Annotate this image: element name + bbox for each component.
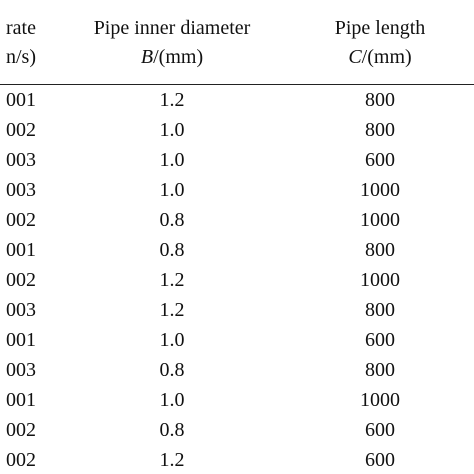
table-cell: 001 <box>6 330 36 350</box>
cell-text: 001 <box>6 89 36 111</box>
table-cell: 600 <box>365 420 395 440</box>
table-cell: 001 <box>6 90 36 110</box>
cell-text: 003 <box>6 149 36 171</box>
table-cell: 1000 <box>360 390 400 410</box>
cell-text: 0.8 <box>159 209 185 231</box>
cell-text: 1.2 <box>159 299 185 321</box>
cell-text: 001 <box>6 389 36 411</box>
table-cell: 003 <box>6 300 36 320</box>
table-cell: 0.8 <box>160 240 185 260</box>
table-cell: 003 <box>6 360 36 380</box>
cell-text: 002 <box>6 119 36 141</box>
table-cell: 600 <box>365 150 395 170</box>
table-cell: 1.2 <box>160 450 185 470</box>
table-cell: 002 <box>6 420 36 440</box>
cell-text: 1000 <box>360 209 400 231</box>
table-cell: 1.2 <box>160 90 185 110</box>
cell-text: 1000 <box>360 269 400 291</box>
table-cell: 001 <box>6 240 36 260</box>
table-cell: 003 <box>6 180 36 200</box>
cell-text: 1.2 <box>159 449 185 471</box>
table-cell: 1000 <box>360 180 400 200</box>
header-line: Pipe inner diameter <box>94 18 251 38</box>
header-rule <box>0 84 474 85</box>
cell-text: 003 <box>6 299 36 321</box>
cell-text: 1000 <box>360 389 400 411</box>
cell-text: 002 <box>6 449 36 471</box>
cell-text: 001 <box>6 239 36 261</box>
table-cell: 600 <box>365 330 395 350</box>
table-cell: 0.8 <box>160 210 185 230</box>
table-cell: 003 <box>6 150 36 170</box>
header-text: Pipe length <box>334 17 426 39</box>
table-cell: 1000 <box>360 210 400 230</box>
cell-text: 800 <box>365 299 395 321</box>
cell-text: 0.8 <box>159 419 185 441</box>
table-cell: 1.2 <box>160 300 185 320</box>
table-cell: 1000 <box>360 270 400 290</box>
cell-text: 1.0 <box>159 149 185 171</box>
table-cell: 001 <box>6 390 36 410</box>
cell-text: 600 <box>365 149 395 171</box>
cell-text: 002 <box>6 209 36 231</box>
table-cell: 0.8 <box>160 360 185 380</box>
cell-text: 001 <box>6 329 36 351</box>
cell-text: 1.2 <box>159 89 185 111</box>
table-cell: 1.2 <box>160 270 185 290</box>
table-cell: 0.8 <box>160 420 185 440</box>
cell-text: 1.2 <box>159 269 185 291</box>
cell-text: 600 <box>365 449 395 471</box>
header-line: C/(mm) <box>348 47 411 67</box>
header-text: rate <box>6 17 36 39</box>
header-symbol: C <box>348 46 362 68</box>
table-cell: 600 <box>365 450 395 470</box>
header-text: Pipe inner diameter <box>93 17 251 39</box>
table-cell: 1.0 <box>160 180 185 200</box>
header-line: n/s) <box>6 47 36 67</box>
cell-text: 800 <box>365 359 395 381</box>
table-cell: 800 <box>365 360 395 380</box>
cell-text: 800 <box>365 89 395 111</box>
table-cell: 800 <box>365 120 395 140</box>
cell-text: 1.0 <box>159 119 185 141</box>
cell-text: 1.0 <box>159 179 185 201</box>
cell-text: 1000 <box>360 179 400 201</box>
table-cell: 002 <box>6 210 36 230</box>
cell-text: 1.0 <box>159 329 185 351</box>
cell-text: 600 <box>365 329 395 351</box>
cell-text: 0.8 <box>159 239 185 261</box>
cell-text: 800 <box>365 239 395 261</box>
table-cell: 002 <box>6 450 36 470</box>
header-text: n/s) <box>6 46 36 68</box>
cell-text: 1.0 <box>159 389 185 411</box>
cell-text: 0.8 <box>159 359 185 381</box>
header-unit: /(mm) <box>153 46 204 68</box>
table-cell: 800 <box>365 240 395 260</box>
cell-text: 002 <box>6 269 36 291</box>
cell-text: 800 <box>365 119 395 141</box>
table-cell: 1.0 <box>160 150 185 170</box>
table-cell: 002 <box>6 120 36 140</box>
header-line: B/(mm) <box>141 47 203 67</box>
cell-text: 002 <box>6 419 36 441</box>
table-cell: 002 <box>6 270 36 290</box>
table-cell: 800 <box>365 300 395 320</box>
header-symbol: B <box>140 46 154 68</box>
cell-text: 003 <box>6 179 36 201</box>
header-line: Pipe length <box>335 18 426 38</box>
table-cell: 1.0 <box>160 330 185 350</box>
cell-text: 600 <box>365 419 395 441</box>
table-cell: 1.0 <box>160 390 185 410</box>
table-cell: 800 <box>365 90 395 110</box>
header-unit: /(mm) <box>361 46 412 68</box>
cell-text: 003 <box>6 359 36 381</box>
header-line: rate <box>6 18 36 38</box>
table-cell: 1.0 <box>160 120 185 140</box>
